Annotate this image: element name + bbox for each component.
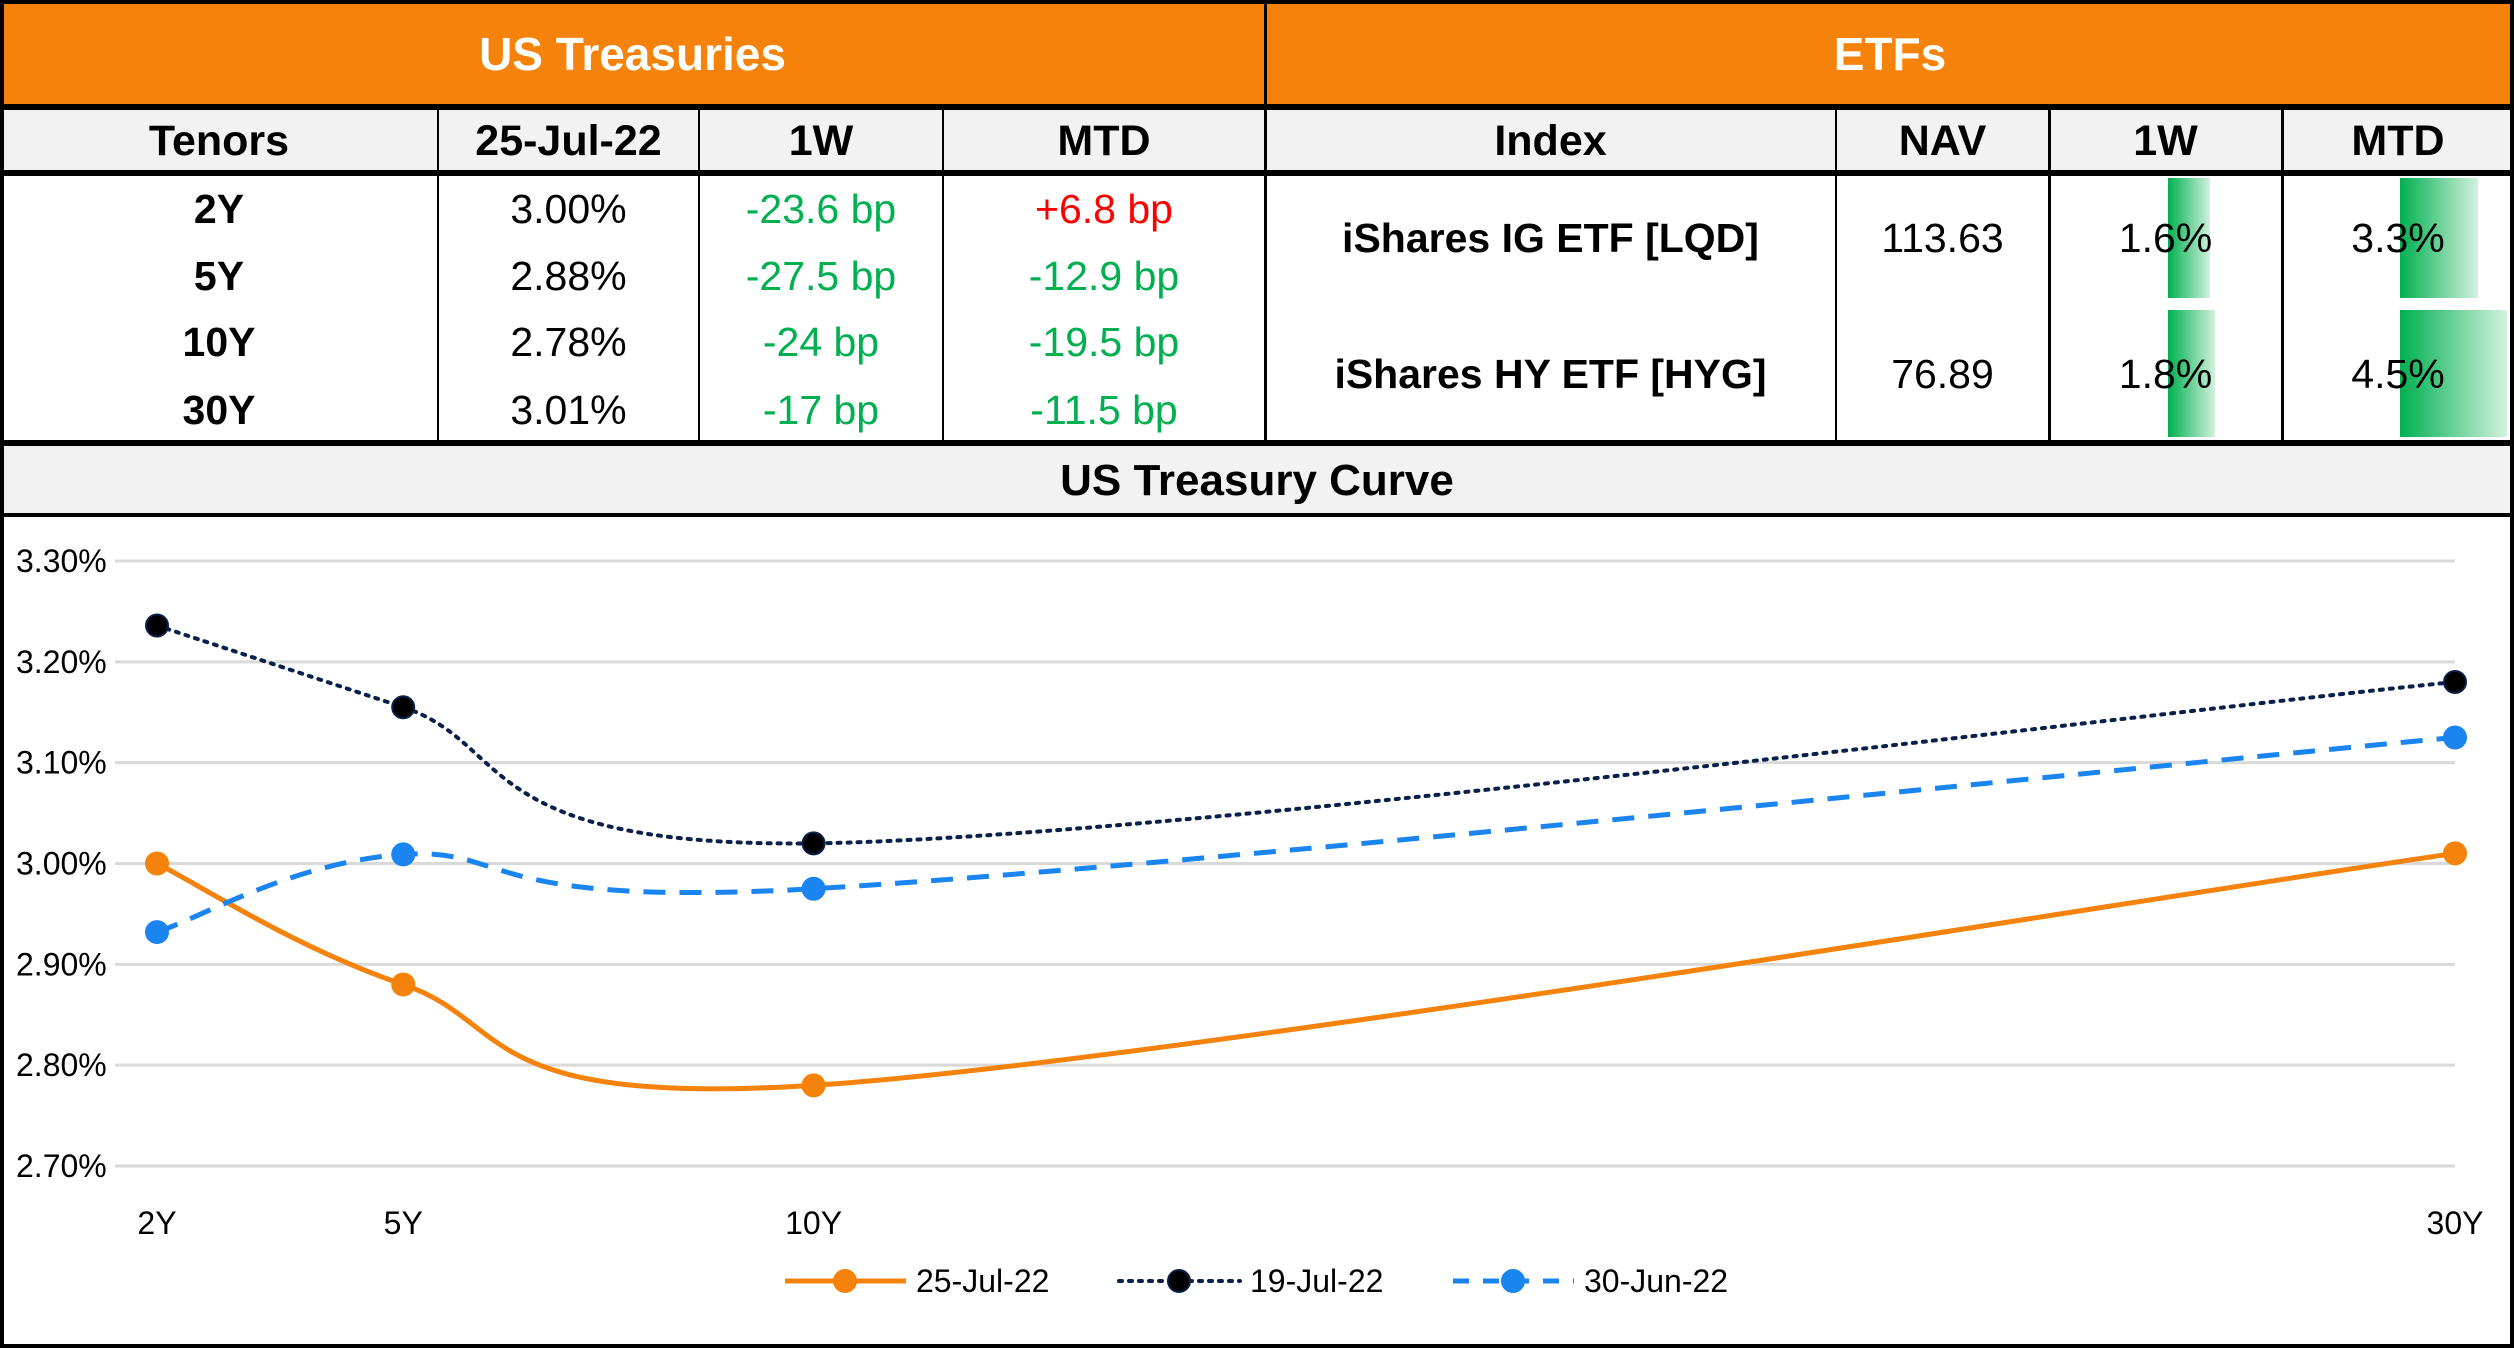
col-header-tenors: Tenors xyxy=(148,116,290,165)
col-divider xyxy=(2281,107,2284,443)
change-1w-cell: -17 bp xyxy=(762,386,880,433)
etf-mtd-cell: 4.5% xyxy=(2351,350,2445,397)
col-divider xyxy=(2048,107,2051,443)
tenor-cell: 2Y xyxy=(193,185,245,232)
change-mtd-cell: -11.5 bp xyxy=(1030,386,1178,433)
legend-label: 19-Jul-22 xyxy=(1250,1263,1383,1299)
divider-below-headers xyxy=(0,170,2514,176)
change-mtd-cell: +6.8 bp xyxy=(1035,185,1173,232)
etf-mtd-bar-lqd xyxy=(2400,178,2479,298)
x-tick-label: 5Y xyxy=(384,1205,423,1241)
etf-index-name: iShares IG ETF [LQD] xyxy=(1342,214,1759,261)
data-point xyxy=(391,695,416,720)
yield-cell: 2.78% xyxy=(510,318,627,365)
data-point xyxy=(2443,670,2467,694)
tenor-cell: 5Y xyxy=(193,252,245,299)
y-tick-label: 2.70% xyxy=(16,1148,107,1184)
data-point xyxy=(391,842,416,867)
change-1w-cell: -23.6 bp xyxy=(745,185,897,232)
etf-nav-cell: 76.89 xyxy=(1891,350,1994,397)
etf-1w-bar-lqd xyxy=(2168,178,2210,298)
col-divider xyxy=(1835,107,1837,443)
col-header-etf-1w: 1W xyxy=(2133,116,2198,165)
yield-cell: 3.00% xyxy=(510,185,627,232)
etf-index-name: iShares HY ETF [HYG] xyxy=(1334,350,1767,397)
etfs-banner-title: ETFs xyxy=(1833,27,1947,80)
y-tick-label: 2.80% xyxy=(16,1047,107,1083)
legend-marker xyxy=(1167,1269,1191,1293)
data-point xyxy=(2443,725,2467,750)
tenor-cell: 30Y xyxy=(182,386,256,433)
y-tick-label: 3.10% xyxy=(16,745,107,781)
chart-title: US Treasury Curve xyxy=(1060,456,1454,505)
col-divider xyxy=(698,107,700,443)
etf-1w-cell: 1.8% xyxy=(2118,350,2213,397)
col-divider xyxy=(942,107,944,443)
x-axis-labels: 2Y 5Y 10Y 30Y xyxy=(137,1205,2483,1241)
y-tick-label: 3.00% xyxy=(16,846,107,882)
col-divider xyxy=(437,107,439,443)
col-header-nav: NAV xyxy=(1898,116,1987,165)
change-1w-cell: -24 bp xyxy=(762,318,880,365)
divider-below-data xyxy=(0,440,2514,446)
tenor-cell: 10Y xyxy=(182,318,256,365)
y-tick-label: 3.30% xyxy=(16,543,107,579)
series-line-30-Jun-22 xyxy=(156,734,2456,935)
col-header-index: Index xyxy=(1494,116,1607,165)
data-point xyxy=(391,972,416,997)
y-axis-labels: 3.30% 3.20% 3.10% 3.00% 2.90% 2.80% 2.70% xyxy=(16,543,107,1184)
data-point xyxy=(145,920,169,945)
data-point xyxy=(145,851,169,876)
yield-cell: 2.88% xyxy=(510,252,627,299)
divider-below-banner xyxy=(0,104,2514,110)
divider-below-chart-title xyxy=(0,513,2514,517)
legend-item: 25-Jul-22 xyxy=(785,1263,1049,1299)
x-tick-label: 2Y xyxy=(137,1205,176,1241)
legend-marker xyxy=(1501,1269,1525,1293)
yield-cell: 3.01% xyxy=(510,386,627,433)
etf-1w-cell: 1.6% xyxy=(2118,214,2213,261)
legend-label: 30-Jun-22 xyxy=(1584,1263,1728,1299)
data-point xyxy=(145,613,169,638)
legend-item: 30-Jun-22 xyxy=(1453,1263,1728,1299)
data-point xyxy=(801,1073,826,1098)
treasury-curve-chart: 3.30% 3.20% 3.10% 3.00% 2.90% 2.80% 2.70% 2Y 5Y… xyxy=(16,543,2483,1299)
col-header-date: 25-Jul-22 xyxy=(475,116,662,165)
legend-item: 19-Jul-22 xyxy=(1117,1263,1383,1299)
etf-1w-bar-hyg xyxy=(2168,310,2215,437)
banner-row xyxy=(0,0,2514,107)
col-header-1w: 1W xyxy=(788,116,854,165)
change-1w-cell: -27.5 bp xyxy=(745,252,897,299)
column-header-row xyxy=(0,107,2514,173)
chart-title-bar xyxy=(0,446,2514,516)
data-point xyxy=(2443,841,2467,866)
col-header-etf-mtd: MTD xyxy=(2351,116,2445,165)
divider-treasuries-etfs xyxy=(1264,0,1267,443)
change-mtd-cell: -12.9 bp xyxy=(1028,252,1180,299)
legend-marker xyxy=(833,1269,857,1293)
series-lines xyxy=(145,613,2467,1098)
etf-nav-cell: 113.63 xyxy=(1881,214,2004,261)
y-tick-label: 3.20% xyxy=(16,644,107,680)
etf-mtd-bar-hyg xyxy=(2400,310,2507,437)
y-tick-label: 2.90% xyxy=(16,946,107,982)
data-point xyxy=(801,831,826,856)
change-mtd-cell: -19.5 bp xyxy=(1028,318,1180,365)
legend: 25-Jul-22 19-Jul-22 30-Jun-22 xyxy=(785,1263,1728,1299)
treasuries-banner-title: US Treasuries xyxy=(479,27,786,80)
x-tick-label: 10Y xyxy=(785,1205,842,1241)
data-point xyxy=(801,876,826,901)
x-tick-label: 30Y xyxy=(2427,1205,2484,1241)
col-header-mtd: MTD xyxy=(1057,116,1151,165)
grid-lines xyxy=(115,559,2455,1168)
etf-mtd-cell: 3.3% xyxy=(2351,214,2445,261)
legend-label: 25-Jul-22 xyxy=(916,1263,1049,1299)
